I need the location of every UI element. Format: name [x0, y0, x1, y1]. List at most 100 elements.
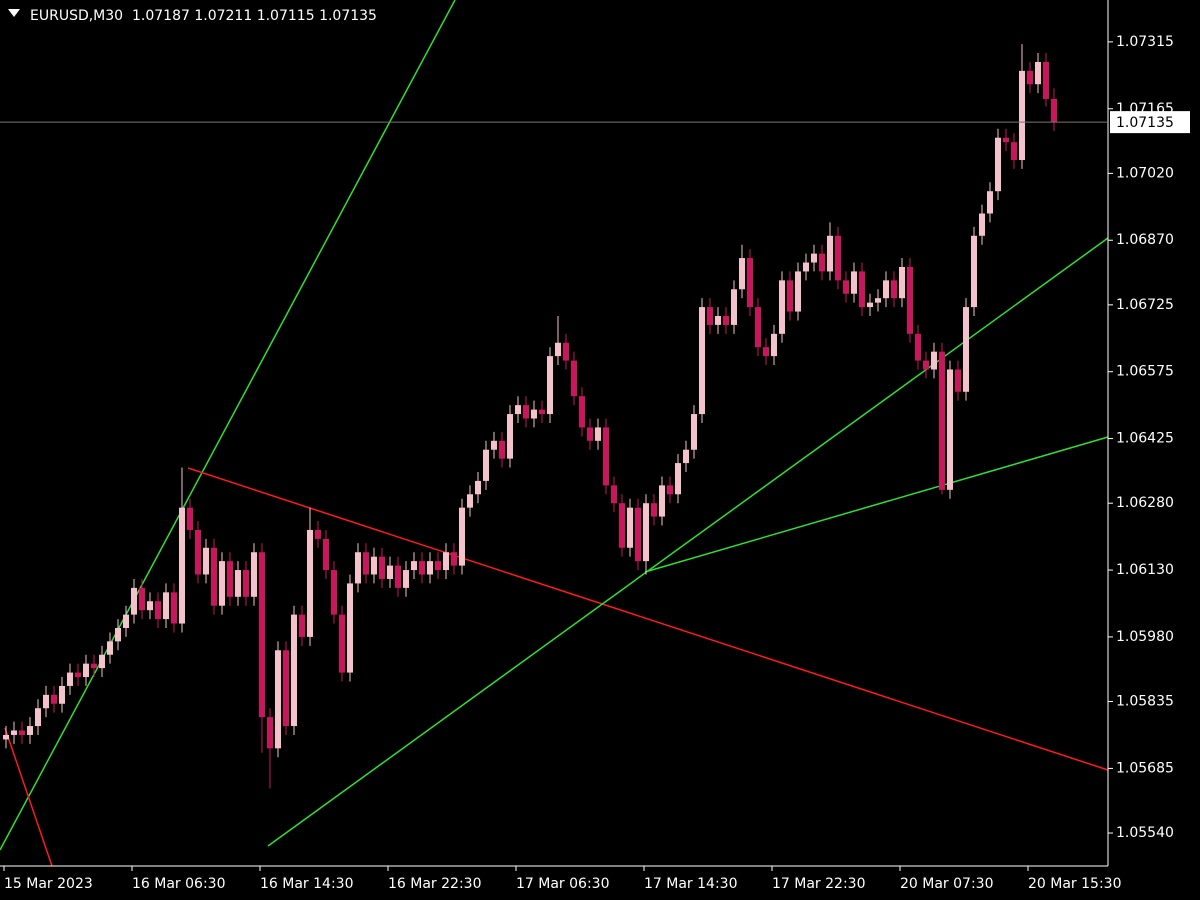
candle-body — [419, 561, 425, 575]
x-tick-label: 20 Mar 07:30 — [900, 876, 993, 892]
candle-body — [107, 641, 113, 655]
candle-body — [467, 494, 473, 508]
candle-body — [1027, 70, 1033, 85]
candle-body — [67, 672, 73, 686]
candle-body — [507, 414, 513, 459]
y-tick-label: 1.06575 — [1116, 364, 1174, 380]
candle-body — [219, 561, 225, 606]
candle-body — [379, 556, 385, 579]
candle-body — [563, 342, 569, 361]
chart-header: EURUSD,M30 1.07187 1.07211 1.07115 1.071… — [30, 8, 377, 24]
candle-body — [235, 570, 241, 597]
candle-body — [371, 556, 377, 575]
candle-body — [91, 663, 97, 669]
candle-body — [147, 601, 153, 611]
candle-body — [747, 258, 753, 308]
candle-body — [859, 271, 865, 308]
candle-body — [851, 271, 857, 294]
candle-body — [811, 253, 817, 263]
y-tick-label: 1.05685 — [1116, 760, 1174, 776]
candle-body — [1003, 137, 1009, 143]
candle-body — [803, 262, 809, 272]
candle-body — [163, 592, 169, 620]
candle-body — [883, 280, 889, 299]
candle-body — [459, 507, 465, 566]
candle-body — [11, 730, 17, 735]
candle-body — [75, 672, 81, 678]
candle-body — [1019, 70, 1025, 161]
candle-body — [267, 717, 273, 749]
x-tick-label: 17 Mar 14:30 — [644, 876, 737, 892]
candle-body — [139, 587, 145, 611]
candle-body — [579, 396, 585, 428]
candle-body — [715, 316, 721, 325]
candle-body — [291, 614, 297, 727]
candle-body — [259, 552, 265, 718]
candle-body — [275, 650, 281, 749]
candle-body — [931, 351, 937, 370]
y-tick-label: 1.05980 — [1116, 629, 1174, 645]
candle-body — [899, 266, 905, 299]
candle-body — [515, 405, 521, 415]
candle-body — [451, 552, 457, 566]
candle-body — [963, 307, 969, 392]
candle-body — [699, 307, 705, 415]
price-label-box — [1110, 111, 1190, 134]
candle-body — [331, 570, 337, 615]
x-tick-label: 20 Mar 15:30 — [1028, 876, 1121, 892]
candle-body — [1011, 142, 1017, 161]
candle-body — [411, 561, 417, 571]
candle-body — [499, 440, 505, 459]
candle-body — [19, 730, 25, 735]
candle-body — [195, 529, 201, 575]
candle-body — [739, 258, 745, 290]
candle-body — [707, 307, 713, 325]
y-tick-label: 1.07315 — [1116, 34, 1174, 50]
candle-body — [819, 253, 825, 272]
candle-body — [571, 360, 577, 397]
candle-body — [299, 614, 305, 637]
y-tick-label: 1.06425 — [1116, 431, 1174, 447]
candle-body — [323, 538, 329, 571]
candle-body — [171, 592, 177, 624]
menu-triangle[interactable] — [8, 9, 20, 17]
candle-body — [35, 708, 41, 727]
candle-body — [627, 507, 633, 548]
last-low: 1.07115 — [257, 8, 315, 24]
candle-body — [395, 565, 401, 588]
candle-body — [771, 333, 777, 357]
x-tick-label: 17 Mar 22:30 — [772, 876, 865, 892]
candle-body — [923, 360, 929, 370]
candle-body — [955, 369, 961, 392]
candle-body — [947, 369, 953, 490]
candle-body — [307, 529, 313, 637]
candle-body — [435, 561, 441, 571]
candle-body — [779, 280, 785, 334]
candle-body — [675, 463, 681, 495]
trendline — [0, 0, 456, 851]
candle-body — [187, 507, 193, 530]
candle-body — [115, 627, 121, 642]
candle-body — [131, 587, 137, 615]
candle-body — [227, 561, 233, 597]
candle-body — [387, 565, 393, 579]
candle-body — [635, 507, 641, 562]
candle-body — [155, 601, 161, 620]
y-tick-label: 1.06280 — [1116, 495, 1174, 511]
candle-body — [251, 552, 257, 597]
candle-body — [643, 503, 649, 562]
candle-body — [347, 583, 353, 673]
candle-body — [355, 552, 361, 584]
candle-body — [755, 307, 761, 348]
x-tick-label: 15 Mar 2023 — [4, 876, 93, 892]
candle-body — [59, 685, 65, 704]
candle-body — [619, 503, 625, 548]
candle-body — [403, 570, 409, 588]
price-label: 1.07135 — [1116, 115, 1174, 131]
candle-body — [211, 547, 217, 606]
candle-body — [27, 726, 33, 735]
candle-body — [523, 405, 529, 419]
candle-body — [723, 316, 729, 325]
candle-body — [531, 409, 537, 419]
candle-body — [243, 570, 249, 597]
